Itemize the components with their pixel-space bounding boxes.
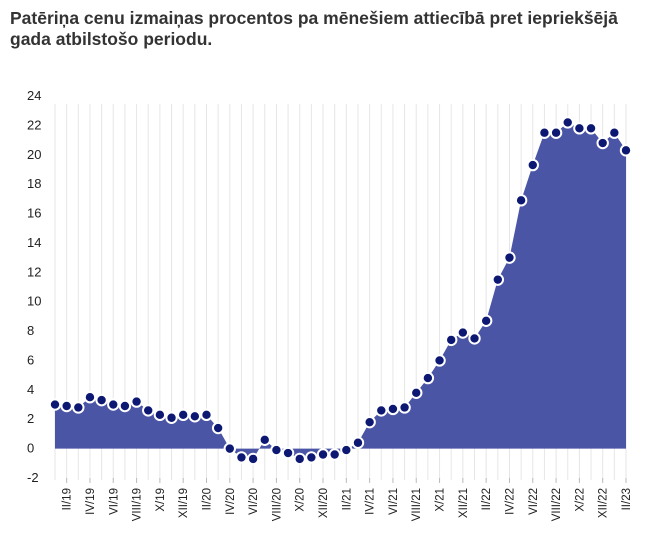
y-tick-label: 24 [27, 88, 41, 103]
x-tick-label: VI/21 [388, 488, 400, 515]
data-point[interactable] [514, 194, 528, 207]
data-point[interactable] [211, 421, 225, 435]
data-point[interactable] [596, 136, 609, 150]
y-tick-label: 12 [27, 264, 41, 279]
y-tick-label: 2 [27, 411, 34, 426]
data-point[interactable] [584, 122, 598, 135]
data-point[interactable] [270, 443, 283, 457]
data-point[interactable] [316, 448, 330, 461]
data-point[interactable] [188, 410, 202, 423]
data-point[interactable] [305, 451, 318, 464]
data-point[interactable] [526, 158, 539, 172]
x-tick-label: VIII/22 [551, 488, 563, 521]
data-point[interactable] [165, 411, 178, 424]
data-point[interactable] [561, 116, 574, 129]
x-tick-label: IV/21 [365, 488, 377, 515]
data-point[interactable] [293, 452, 306, 466]
data-point[interactable] [433, 354, 446, 367]
area-layer [55, 122, 626, 459]
data-point[interactable] [118, 399, 132, 413]
data-point[interactable] [142, 404, 155, 417]
x-tick-label: II/22 [481, 488, 493, 510]
data-point[interactable] [608, 126, 621, 139]
data-point[interactable] [398, 401, 411, 414]
data-point[interactable] [386, 402, 400, 416]
data-point[interactable] [107, 398, 120, 411]
x-tick-label: IV/22 [504, 488, 516, 515]
data-point[interactable] [83, 390, 97, 404]
data-point[interactable] [549, 126, 563, 139]
data-point[interactable] [153, 408, 167, 422]
data-point[interactable] [456, 326, 470, 339]
x-axis-ticks: II/19 IV/19 VI/19 VIII/19 X/19 XII/19 II/20 IV/… [62, 478, 633, 521]
chart-title: Patēriņa cenu izmaiņas procentos pa mēne… [10, 8, 618, 49]
x-tick-label: II/19 [62, 488, 74, 510]
data-point[interactable] [573, 122, 586, 135]
x-tick-label: XII/19 [178, 488, 190, 518]
data-point[interactable] [258, 433, 271, 446]
data-point[interactable] [72, 401, 85, 414]
y-tick-label: 10 [27, 294, 41, 309]
x-tick-label: XII/20 [318, 488, 330, 518]
data-point[interactable] [503, 251, 516, 264]
x-tick-label: X/19 [155, 488, 167, 512]
x-tick-label: II/20 [201, 488, 213, 510]
x-tick-label: VIII/20 [271, 488, 283, 521]
data-point[interactable] [538, 126, 551, 139]
y-tick-label: 6 [27, 352, 34, 367]
data-point[interactable] [246, 452, 260, 466]
data-points [48, 116, 633, 466]
x-tick-label: X/21 [435, 488, 447, 512]
data-point[interactable] [130, 395, 143, 408]
y-tick-label: 14 [27, 235, 41, 250]
x-tick-label: VI/22 [528, 488, 540, 515]
data-point[interactable] [176, 408, 190, 422]
y-tick-label: 18 [27, 176, 41, 191]
x-tick-label: VIII/21 [411, 488, 423, 521]
y-tick-label: 20 [27, 147, 41, 162]
data-point[interactable] [479, 314, 493, 327]
data-point[interactable] [95, 393, 108, 407]
x-tick-label: VI/20 [248, 488, 260, 515]
x-tick-label: XII/22 [598, 488, 610, 518]
data-point[interactable] [375, 404, 388, 417]
data-point[interactable] [200, 408, 213, 422]
x-tick-label: VI/19 [108, 488, 120, 515]
data-point[interactable] [619, 144, 633, 157]
data-point[interactable] [328, 448, 341, 461]
x-tick-label: II/21 [341, 488, 353, 510]
data-point[interactable] [223, 442, 236, 455]
y-tick-label: 22 [27, 117, 41, 132]
x-tick-label: IV/20 [225, 488, 237, 515]
y-tick-label: -2 [27, 470, 39, 485]
x-tick-label: X/22 [574, 488, 586, 512]
x-tick-label: XII/21 [458, 488, 470, 518]
y-tick-label: 16 [27, 206, 41, 221]
data-point[interactable] [410, 386, 423, 399]
y-tick-label: 4 [27, 382, 34, 397]
x-tick-label: VIII/19 [132, 488, 144, 521]
x-tick-label: II/23 [621, 488, 633, 510]
data-point[interactable] [468, 332, 481, 345]
data-point[interactable] [445, 333, 458, 347]
data-point[interactable] [60, 399, 73, 413]
data-point[interactable] [48, 398, 62, 411]
data-point[interactable] [363, 415, 376, 429]
area-fill [55, 122, 626, 459]
data-point[interactable] [235, 451, 248, 464]
data-point[interactable] [340, 443, 353, 457]
data-point[interactable] [421, 371, 435, 385]
y-tick-label: 8 [27, 323, 34, 338]
y-tick-label: 0 [27, 441, 34, 456]
data-point[interactable] [491, 273, 505, 286]
data-point[interactable] [351, 436, 365, 449]
data-point[interactable] [281, 446, 295, 460]
x-tick-label: IV/19 [85, 488, 97, 515]
x-tick-label: X/20 [295, 488, 307, 512]
